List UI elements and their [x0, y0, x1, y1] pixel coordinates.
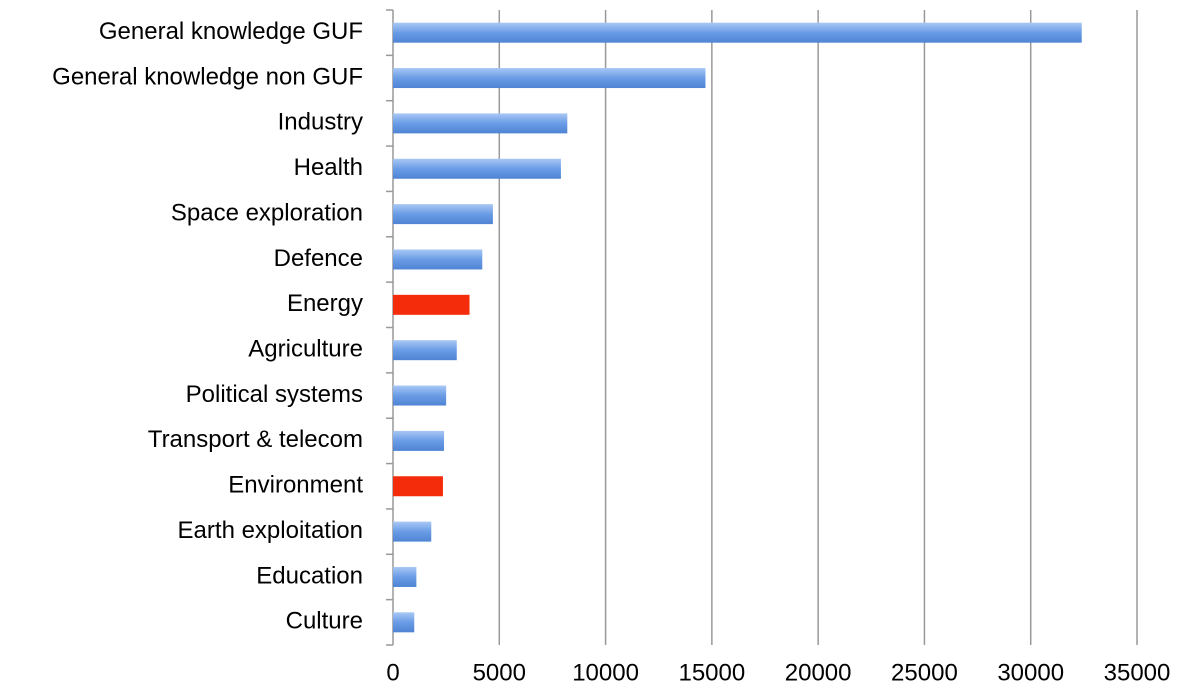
y-tick-label: Environment	[228, 472, 363, 499]
bar	[393, 68, 706, 89]
bar	[393, 340, 457, 361]
bar	[393, 249, 483, 270]
y-tick-label: Education	[256, 562, 363, 589]
bar	[393, 612, 415, 633]
x-tick-label: 30000	[997, 659, 1064, 686]
y-tick-label: General knowledge GUF	[99, 18, 363, 45]
y-tick-label: Agriculture	[248, 336, 363, 363]
bar	[393, 385, 447, 406]
y-tick-label: Health	[294, 154, 363, 181]
bar	[393, 158, 561, 179]
bar	[393, 22, 1082, 43]
bar	[393, 294, 470, 315]
x-tick-label: 10000	[572, 659, 639, 686]
bar	[393, 204, 493, 225]
y-tick-label: General knowledge non GUF	[52, 63, 363, 90]
y-tick-label: Industry	[278, 109, 363, 136]
x-tick-label: 35000	[1104, 659, 1171, 686]
y-tick-label: Political systems	[186, 381, 363, 408]
bar	[393, 430, 445, 451]
y-tick-label: Earth exploitation	[178, 517, 363, 544]
x-tick-label: 15000	[678, 659, 745, 686]
y-tick-label: Energy	[287, 290, 363, 317]
x-tick-label: 0	[386, 659, 399, 686]
x-tick-label: 5000	[473, 659, 526, 686]
y-tick-label: Space exploration	[171, 199, 363, 226]
x-tick-label: 25000	[891, 659, 958, 686]
bar	[393, 566, 417, 587]
y-tick-label: Transport & telecom	[148, 426, 363, 453]
bar	[393, 521, 432, 542]
y-tick-label: Culture	[286, 608, 363, 635]
bar	[393, 113, 568, 134]
x-tick-label: 20000	[785, 659, 852, 686]
bar	[393, 476, 443, 497]
y-tick-label: Defence	[274, 245, 363, 272]
